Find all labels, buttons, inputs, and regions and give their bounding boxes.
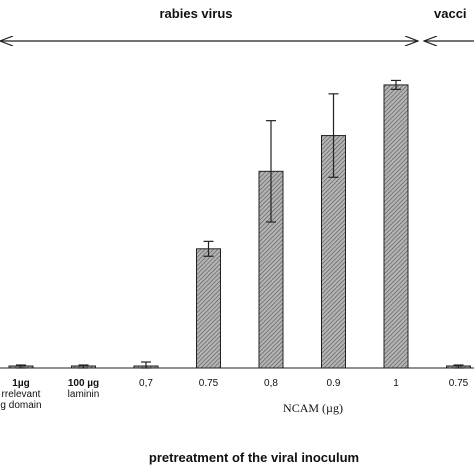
tick-label-0-1: 1µg <box>12 378 29 389</box>
error-bar-1 <box>78 364 89 369</box>
error-bar-5 <box>328 93 339 178</box>
group-label-rabies: rabies virus <box>160 6 233 21</box>
tick-label-1-2: laminin <box>68 389 100 400</box>
ncam-axis-label: NCAM (µg) <box>283 401 343 415</box>
tick-label-0-3: g domain <box>0 400 41 411</box>
group-label-vaccinia: vacci <box>434 6 467 21</box>
error-bar-2 <box>141 361 151 369</box>
tick-label-2-1: 0,7 <box>139 378 153 389</box>
bar-3 <box>196 248 221 369</box>
tick-label-0-2: rrelevant <box>2 389 41 400</box>
error-bar-4 <box>266 120 276 223</box>
error-bar-7 <box>453 364 464 369</box>
tick-label-6-1: 1 <box>393 378 399 389</box>
tick-label-3-1: 0.75 <box>199 378 219 389</box>
error-bar-3 <box>203 240 214 257</box>
bar-6 <box>383 84 409 369</box>
error-bar-0 <box>16 364 26 369</box>
tick-label-7-1: 0.75 <box>449 378 469 389</box>
tick-label-1-1: 100 µg <box>68 378 99 389</box>
x-axis-title: pretreatment of the viral inoculum <box>149 450 359 465</box>
tick-label-5-1: 0.9 <box>327 378 341 389</box>
tick-label-4-1: 0,8 <box>264 378 278 389</box>
error-bar-6 <box>391 79 401 90</box>
